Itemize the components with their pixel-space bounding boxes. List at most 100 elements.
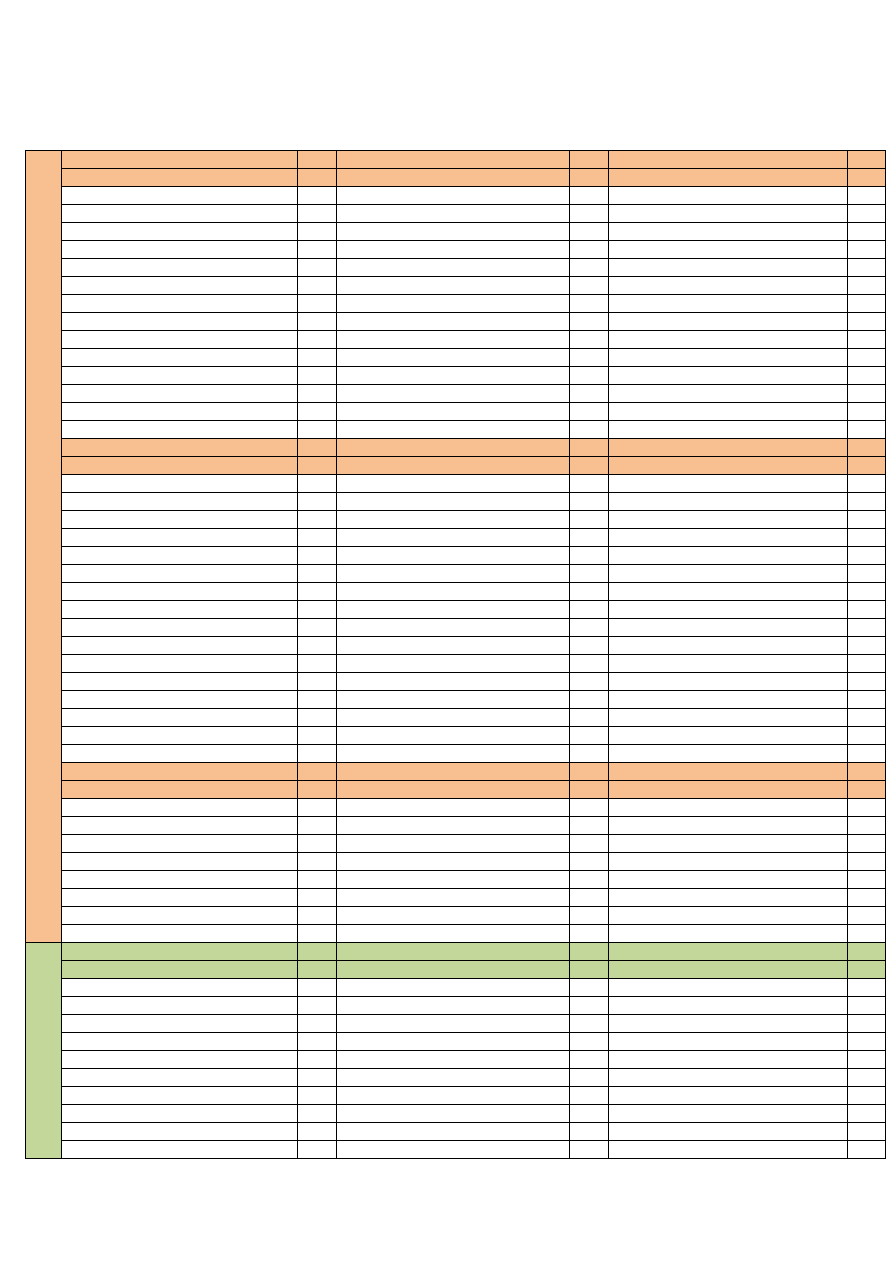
section-band-orange[interactable] — [25, 150, 62, 943]
table-cell[interactable] — [61, 960, 298, 979]
table-cell[interactable] — [608, 384, 848, 403]
table-cell[interactable] — [569, 942, 609, 961]
table-cell[interactable] — [608, 960, 848, 979]
table-cell[interactable] — [336, 366, 570, 385]
table-cell[interactable] — [569, 906, 609, 925]
table-cell[interactable] — [608, 276, 848, 295]
table-cell[interactable] — [336, 690, 570, 709]
table-cell[interactable] — [847, 474, 886, 493]
table-cell[interactable] — [336, 870, 570, 889]
table-cell[interactable] — [608, 366, 848, 385]
table-cell[interactable] — [297, 636, 337, 655]
table-cell[interactable] — [608, 528, 848, 547]
table-cell[interactable] — [336, 816, 570, 835]
table-cell[interactable] — [569, 672, 609, 691]
table-cell[interactable] — [61, 456, 298, 475]
table-cell[interactable] — [608, 1140, 848, 1159]
table-cell[interactable] — [569, 816, 609, 835]
table-cell[interactable] — [569, 798, 609, 817]
table-cell[interactable] — [336, 726, 570, 745]
table-cell[interactable] — [297, 1032, 337, 1051]
table-cell[interactable] — [61, 600, 298, 619]
table-cell[interactable] — [297, 330, 337, 349]
table-cell[interactable] — [608, 330, 848, 349]
table-cell[interactable] — [297, 654, 337, 673]
table-cell[interactable] — [569, 726, 609, 745]
table-cell[interactable] — [608, 978, 848, 997]
table-cell[interactable] — [336, 186, 570, 205]
table-cell[interactable] — [569, 420, 609, 439]
table-cell[interactable] — [847, 1050, 886, 1069]
table-cell[interactable] — [336, 672, 570, 691]
table-cell[interactable] — [569, 222, 609, 241]
table-cell[interactable] — [61, 1050, 298, 1069]
table-cell[interactable] — [61, 492, 298, 511]
table-cell[interactable] — [569, 852, 609, 871]
table-cell[interactable] — [847, 384, 886, 403]
table-cell[interactable] — [569, 402, 609, 421]
table-cell[interactable] — [847, 798, 886, 817]
table-cell[interactable] — [608, 870, 848, 889]
table-cell[interactable] — [61, 258, 298, 277]
table-cell[interactable] — [336, 582, 570, 601]
table-cell[interactable] — [569, 1050, 609, 1069]
table-cell[interactable] — [61, 672, 298, 691]
table-cell[interactable] — [297, 618, 337, 637]
table-cell[interactable] — [61, 690, 298, 709]
table-cell[interactable] — [61, 420, 298, 439]
table-cell[interactable] — [847, 258, 886, 277]
table-cell[interactable] — [608, 582, 848, 601]
table-cell[interactable] — [297, 906, 337, 925]
table-cell[interactable] — [847, 222, 886, 241]
table-cell[interactable] — [608, 996, 848, 1015]
table-cell[interactable] — [297, 1014, 337, 1033]
table-cell[interactable] — [336, 510, 570, 529]
table-cell[interactable] — [569, 330, 609, 349]
table-cell[interactable] — [569, 1032, 609, 1051]
table-cell[interactable] — [297, 744, 337, 763]
table-cell[interactable] — [569, 600, 609, 619]
table-cell[interactable] — [336, 762, 570, 781]
table-cell[interactable] — [336, 906, 570, 925]
table-cell[interactable] — [61, 852, 298, 871]
table-cell[interactable] — [61, 1068, 298, 1087]
table-cell[interactable] — [847, 708, 886, 727]
table-cell[interactable] — [61, 528, 298, 547]
table-cell[interactable] — [61, 744, 298, 763]
table-cell[interactable] — [61, 888, 298, 907]
table-cell[interactable] — [61, 330, 298, 349]
table-cell[interactable] — [608, 1032, 848, 1051]
table-cell[interactable] — [608, 600, 848, 619]
table-cell[interactable] — [608, 1086, 848, 1105]
table-cell[interactable] — [608, 852, 848, 871]
table-cell[interactable] — [336, 1086, 570, 1105]
table-cell[interactable] — [336, 456, 570, 475]
table-cell[interactable] — [61, 402, 298, 421]
table-cell[interactable] — [297, 852, 337, 871]
table-cell[interactable] — [336, 798, 570, 817]
table-cell[interactable] — [297, 150, 337, 169]
table-cell[interactable] — [336, 528, 570, 547]
table-cell[interactable] — [336, 492, 570, 511]
table-cell[interactable] — [336, 636, 570, 655]
table-cell[interactable] — [608, 690, 848, 709]
table-cell[interactable] — [847, 330, 886, 349]
table-cell[interactable] — [847, 636, 886, 655]
table-cell[interactable] — [569, 150, 609, 169]
table-cell[interactable] — [336, 1122, 570, 1141]
table-cell[interactable] — [61, 636, 298, 655]
section-band-green[interactable] — [25, 942, 62, 1159]
table-cell[interactable] — [569, 276, 609, 295]
table-cell[interactable] — [61, 726, 298, 745]
table-cell[interactable] — [569, 492, 609, 511]
table-cell[interactable] — [297, 312, 337, 331]
table-cell[interactable] — [847, 240, 886, 259]
table-cell[interactable] — [847, 762, 886, 781]
table-cell[interactable] — [608, 240, 848, 259]
table-cell[interactable] — [336, 240, 570, 259]
table-cell[interactable] — [61, 1014, 298, 1033]
table-cell[interactable] — [297, 1104, 337, 1123]
table-cell[interactable] — [336, 924, 570, 943]
table-cell[interactable] — [847, 402, 886, 421]
table-cell[interactable] — [336, 474, 570, 493]
